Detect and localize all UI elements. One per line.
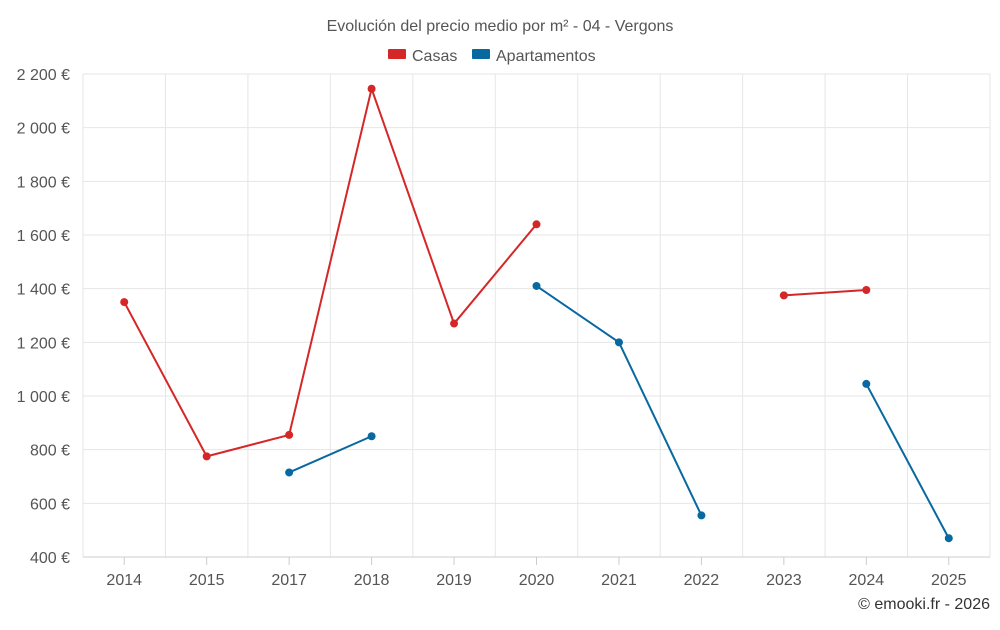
x-tick-label: 2018 [354, 572, 390, 589]
data-point-apartamentos[interactable] [532, 281, 541, 290]
data-point-apartamentos[interactable] [285, 468, 294, 477]
series-line-apartamentos [535, 284, 703, 517]
x-tick-label: 2025 [931, 572, 967, 589]
data-point-casas[interactable] [120, 298, 129, 307]
y-tick-label: 1 800 € [17, 174, 70, 191]
x-tick-label: 2022 [684, 572, 720, 589]
x-tick-label: 2024 [849, 572, 885, 589]
x-tick-label: 2020 [519, 572, 555, 589]
data-point-casas[interactable] [285, 430, 294, 439]
grid-layer [82, 73, 991, 557]
data-point-apartamentos[interactable] [614, 338, 623, 347]
legend-swatch-casas [388, 49, 406, 59]
x-tick-label: 2023 [766, 572, 802, 589]
legend-label-apartamentos[interactable]: Apartamentos [496, 48, 596, 65]
series-layer [120, 84, 953, 543]
data-point-casas[interactable] [532, 220, 541, 229]
data-point-casas[interactable] [450, 319, 459, 328]
x-tick-label: 2017 [271, 572, 307, 589]
legend-label-casas[interactable]: Casas [412, 48, 457, 65]
y-tick-label: 2 000 € [17, 121, 70, 138]
series-line-apartamentos [865, 382, 950, 540]
y-tick-label: 800 € [30, 443, 70, 460]
data-point-apartamentos[interactable] [944, 534, 953, 543]
y-tick-label: 400 € [30, 550, 70, 567]
chart-title: Evolución del precio medio por m² - 04 -… [327, 18, 674, 35]
data-point-casas[interactable] [367, 84, 376, 93]
axis-layer: 400 € 600 € 800 € 1 000 € 1 200 € 1 400 € 1 60… [17, 67, 990, 589]
x-tick-label: 2021 [601, 572, 637, 589]
y-tick-label: 1 400 € [17, 282, 70, 299]
data-point-apartamentos[interactable] [697, 511, 706, 520]
y-tick-label: 1 600 € [17, 228, 70, 245]
data-point-casas[interactable] [202, 452, 211, 461]
credit-text: © emooki.fr - 2026 [858, 596, 990, 613]
data-point-casas[interactable] [779, 291, 788, 300]
y-tick-label: 1 000 € [17, 389, 70, 406]
data-point-casas[interactable] [862, 286, 871, 295]
data-point-apartamentos[interactable] [367, 432, 376, 441]
x-tick-label: 2014 [106, 572, 142, 589]
series-line-casas [123, 87, 538, 458]
series-line-apartamentos [288, 435, 373, 474]
data-point-apartamentos[interactable] [862, 379, 871, 388]
y-tick-label: 2 200 € [17, 67, 70, 84]
y-tick-label: 1 200 € [17, 335, 70, 352]
series-line-casas [782, 289, 868, 297]
x-tick-label: 2015 [189, 572, 225, 589]
legend: Casas Apartamentos [388, 48, 596, 65]
x-tick-label: 2019 [436, 572, 472, 589]
y-tick-label: 600 € [30, 496, 70, 513]
legend-swatch-apartamentos [472, 49, 490, 59]
